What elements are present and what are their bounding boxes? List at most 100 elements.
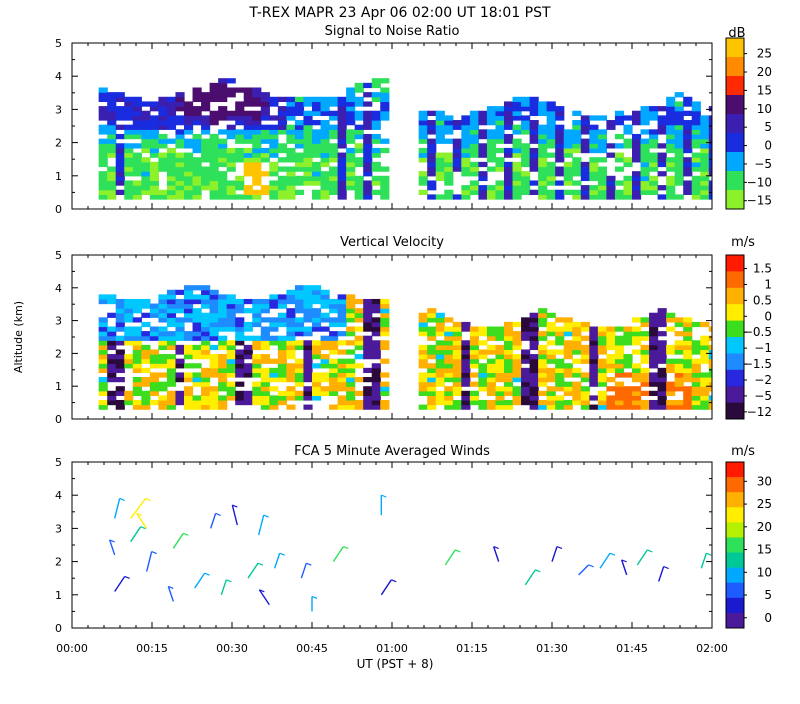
heatmap-cell (175, 326, 185, 332)
heatmap-cell (294, 96, 305, 103)
heatmap-cell (478, 349, 488, 355)
heatmap-cell (538, 312, 548, 318)
heatmap-cell (132, 358, 142, 364)
heatmap-cell (260, 185, 270, 191)
heatmap-cell (623, 185, 633, 191)
heatmap-cell (107, 335, 117, 341)
heatmap-cell (192, 349, 202, 355)
heatmap-cell (512, 175, 522, 182)
heatmap-cell (294, 294, 305, 300)
heatmap-cell (580, 143, 590, 149)
heatmap-cell (700, 147, 710, 154)
heatmap-cell (269, 321, 279, 328)
heatmap-cell (452, 161, 462, 168)
heatmap-cell (218, 404, 228, 410)
heatmap-cell (589, 367, 599, 374)
heatmap-cell (346, 157, 356, 163)
heatmap-cell (166, 404, 177, 410)
heatmap-cell (201, 157, 211, 163)
heatmap-cell (260, 399, 270, 406)
heatmap-cell (158, 143, 168, 149)
heatmap-cell (209, 96, 219, 103)
colorbar-swatch (726, 402, 744, 420)
heatmap-cell (538, 157, 548, 163)
heatmap-cell (175, 390, 185, 396)
heatmap-cell (708, 138, 712, 144)
heatmap-cell (107, 194, 117, 200)
heatmap-cell (286, 194, 296, 200)
heatmap-cell (192, 161, 202, 168)
heatmap-cell (614, 381, 625, 387)
heatmap-cell (606, 386, 616, 392)
heatmap-cell (640, 166, 650, 172)
heatmap-cell (192, 331, 202, 337)
wind-vector (109, 539, 116, 556)
heatmap-cell (597, 358, 607, 364)
heatmap-cell (521, 185, 531, 191)
heatmap-cell (700, 152, 710, 158)
heatmap-cell (294, 143, 305, 149)
heatmap-cell (580, 194, 590, 200)
heatmap-cell (260, 171, 270, 177)
heatmap-cell (286, 367, 296, 374)
heatmap-cell (209, 372, 219, 378)
heatmap-cell (521, 129, 531, 135)
heatmap-cell (184, 289, 194, 295)
heatmap-cell (209, 298, 219, 305)
heatmap-cell (184, 377, 194, 383)
heatmap-cell (555, 189, 565, 195)
heatmap-cell (649, 161, 659, 168)
heatmap-cell (337, 106, 347, 112)
heatmap-cell (708, 381, 712, 387)
wind-vector (247, 562, 259, 579)
heatmap-cell (226, 340, 236, 346)
heatmap-cell (184, 285, 194, 291)
heatmap-cell (435, 317, 445, 323)
heatmap-cell (580, 129, 590, 135)
heatmap-cell (184, 124, 194, 130)
heatmap-cell (209, 110, 219, 116)
heatmap-cell (98, 294, 108, 300)
heatmap-cell (452, 404, 462, 410)
heatmap-cell (555, 399, 565, 406)
heatmap-cell (589, 175, 599, 182)
heatmap-cell (175, 363, 185, 369)
heatmap-cell (546, 331, 556, 337)
heatmap-cell (98, 358, 108, 364)
heatmap-cell (512, 166, 522, 172)
heatmap-cell (337, 120, 347, 126)
heatmap-cell (312, 133, 322, 140)
heatmap-cell (354, 96, 364, 103)
heatmap-cell (303, 386, 313, 392)
heatmap-cell (371, 321, 381, 328)
heatmap-cell (657, 354, 667, 360)
heatmap-cell (478, 399, 488, 406)
heatmap-cell (166, 157, 177, 163)
heatmap-cell (614, 157, 625, 163)
y-axis-label: Altitude (km) (12, 301, 25, 373)
heatmap-cell (691, 120, 701, 126)
heatmap-cell (329, 340, 339, 346)
heatmap-cell (209, 194, 219, 200)
heatmap-cell (243, 189, 253, 195)
heatmap-cell (158, 331, 168, 337)
heatmap-cell (175, 194, 185, 200)
heatmap-cell (418, 321, 428, 328)
heatmap-cell (294, 101, 305, 107)
heatmap-cell (452, 399, 462, 406)
heatmap-cell (683, 349, 693, 355)
heatmap-cell (303, 363, 313, 369)
heatmap-cell (538, 335, 548, 341)
heatmap-cell (269, 180, 279, 186)
heatmap-cell (158, 354, 168, 360)
heatmap-cell (444, 189, 454, 195)
heatmap-cell (132, 344, 142, 351)
heatmap-cell (580, 354, 590, 360)
heatmap-cell (640, 185, 650, 191)
heatmap-cell (320, 185, 330, 191)
heatmap-cell (444, 166, 454, 172)
heatmap-cell (312, 326, 322, 332)
heatmap-cell (504, 399, 514, 406)
heatmap-cell (418, 110, 428, 116)
